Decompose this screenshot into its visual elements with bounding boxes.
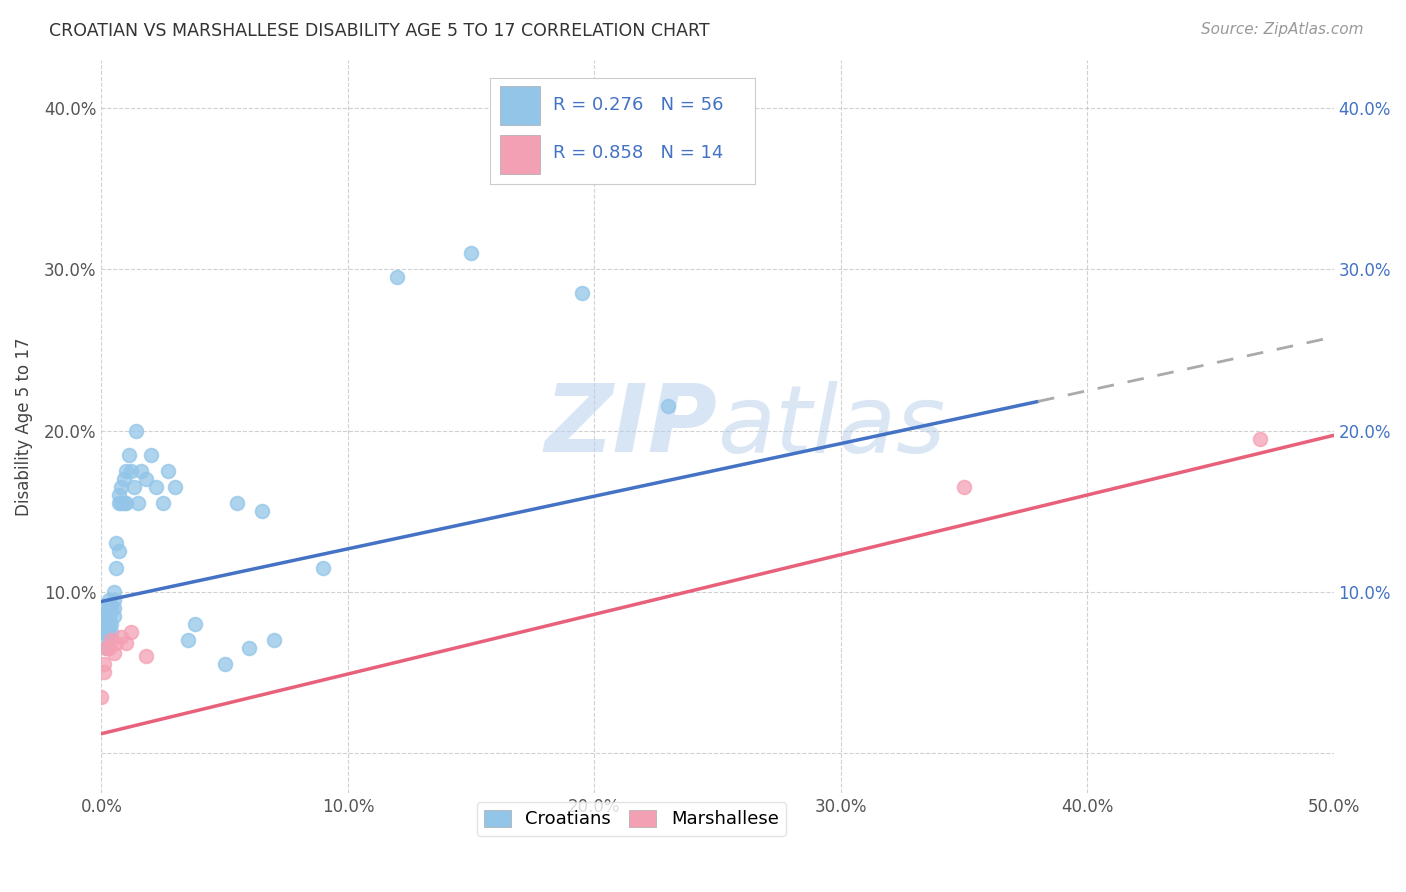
Point [135,472,157,486]
Point [152,496,174,510]
Point [93,609,115,624]
Legend: Croatians, Marshallese: Croatians, Marshallese [477,803,786,836]
Point [96,641,118,656]
Y-axis label: Disability Age 5 to 17: Disability Age 5 to 17 [15,337,32,516]
Point [100,617,122,632]
Point [184,617,207,632]
Point [214,657,236,672]
Point [135,649,157,664]
Point [263,633,285,648]
Point [1249,432,1271,446]
Text: Source: ZipAtlas.com: Source: ZipAtlas.com [1201,22,1364,37]
Point [100,625,122,640]
Point [103,592,125,607]
Point [112,472,135,486]
Point [97,592,120,607]
Text: atlas: atlas [717,381,946,472]
Point [93,625,115,640]
Point [127,496,149,510]
Point [90,690,112,704]
Point [177,633,200,648]
Point [115,496,138,510]
Point [226,496,249,510]
Point [250,504,273,518]
Point [103,646,125,660]
Point [97,609,120,624]
Point [107,488,129,502]
Point [112,496,135,510]
Point [117,448,139,462]
Point [571,286,593,301]
Point [156,464,179,478]
Point [105,560,128,574]
Point [96,617,118,632]
Point [105,536,128,550]
Point [107,496,129,510]
Point [657,400,679,414]
Text: CROATIAN VS MARSHALLESE DISABILITY AGE 5 TO 17 CORRELATION CHART: CROATIAN VS MARSHALLESE DISABILITY AGE 5… [49,22,710,40]
Point [115,464,138,478]
Point [97,630,120,644]
Point [120,625,142,640]
Point [93,633,115,648]
Point [96,641,118,656]
Point [145,480,167,494]
Point [110,480,132,494]
Point [385,270,408,285]
Point [100,633,122,648]
Point [103,600,125,615]
Point [460,246,482,260]
Point [103,609,125,624]
Point [120,464,142,478]
Point [238,641,260,656]
Text: ZIP: ZIP [544,381,717,473]
Point [165,480,187,494]
Point [953,480,976,494]
Point [312,560,335,574]
Point [110,630,132,644]
Point [90,625,112,640]
Point [139,448,162,462]
Point [97,641,120,656]
Point [129,464,152,478]
Point [93,617,115,632]
Point [96,600,118,615]
Point [110,496,132,510]
Point [97,620,120,634]
Point [93,665,115,680]
Point [93,657,115,672]
Point [125,424,148,438]
Point [122,480,145,494]
Point [115,636,138,650]
Point [100,600,122,615]
Point [97,600,120,615]
Point [105,636,128,650]
Point [103,584,125,599]
Point [96,625,118,640]
Point [107,544,129,558]
